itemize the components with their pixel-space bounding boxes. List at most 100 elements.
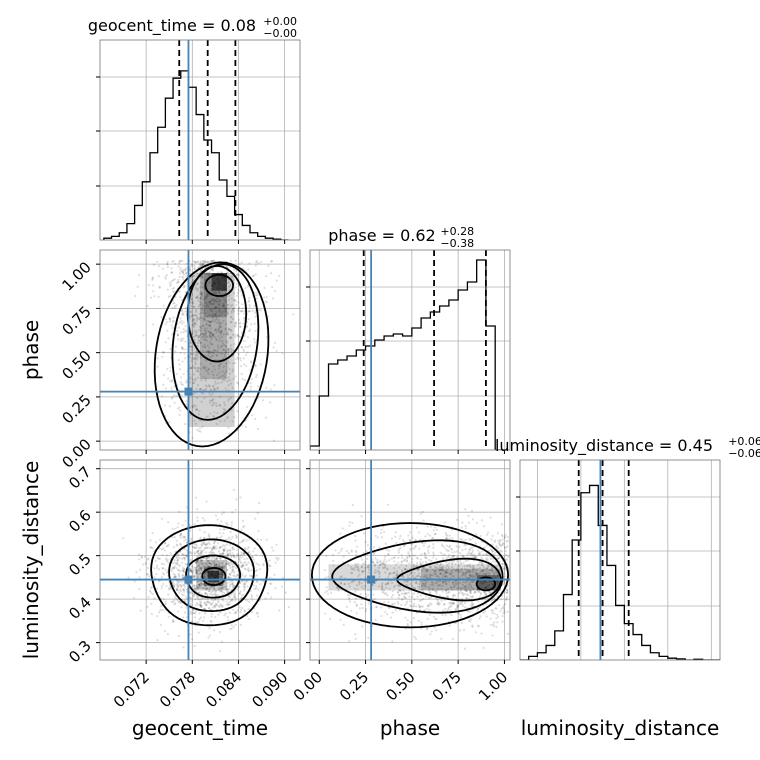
sample-point	[357, 580, 361, 584]
sample-point	[231, 303, 234, 307]
sample-point	[179, 543, 182, 546]
sample-point	[427, 576, 430, 580]
sample-point	[216, 321, 219, 324]
sample-point	[184, 310, 187, 313]
sample-point	[176, 280, 180, 284]
sample-point	[468, 548, 472, 551]
sample-point	[224, 322, 228, 326]
sample-point	[185, 402, 188, 406]
sample-point	[371, 584, 374, 587]
sample-point	[268, 564, 271, 568]
sample-point	[244, 425, 248, 428]
sample-point	[234, 322, 237, 325]
sample-point	[212, 401, 215, 405]
sample-point	[138, 558, 141, 561]
sample-point	[292, 313, 295, 316]
sample-point	[197, 583, 200, 586]
sample-point	[482, 581, 485, 585]
sample-point	[230, 521, 233, 524]
sample-point	[208, 323, 211, 327]
sample-point	[385, 548, 388, 551]
sample-point	[386, 553, 390, 556]
sample-point	[468, 552, 471, 556]
sample-point	[471, 595, 475, 598]
sample-point	[193, 644, 196, 648]
sample-point	[206, 344, 209, 347]
sample-point	[240, 346, 244, 349]
sample-point	[195, 333, 198, 337]
sample-point	[219, 584, 222, 587]
sample-point	[275, 556, 278, 560]
sample-point	[184, 268, 187, 271]
sample-point	[160, 548, 164, 551]
sample-point	[204, 260, 207, 264]
sample-point	[193, 274, 196, 277]
sample-point	[226, 588, 229, 591]
sample-point	[221, 562, 224, 565]
sample-point	[495, 607, 498, 610]
sample-point	[468, 570, 472, 573]
sample-point	[484, 586, 487, 589]
sample-point	[218, 290, 221, 293]
sample-point	[485, 570, 488, 573]
sample-point	[474, 591, 477, 594]
sample-point	[449, 576, 452, 580]
sample-point	[212, 582, 216, 585]
sample-point	[156, 614, 159, 618]
sample-point	[412, 565, 415, 568]
sample-point	[240, 572, 243, 575]
sample-point	[390, 596, 393, 599]
sample-point	[209, 592, 212, 595]
sample-point	[149, 586, 153, 590]
sample-point	[177, 522, 180, 525]
sample-point	[185, 555, 188, 558]
sample-point	[450, 548, 454, 551]
sample-point	[367, 636, 370, 639]
sample-point	[173, 290, 176, 293]
sample-point	[210, 343, 213, 346]
sample-point	[350, 609, 353, 612]
sample-point	[475, 573, 479, 576]
sample-point	[400, 598, 403, 601]
x-axis-label-geocent_time: geocent_time	[132, 716, 268, 740]
sample-point	[405, 564, 408, 567]
sample-point	[424, 584, 427, 587]
sample-point	[230, 311, 233, 314]
sample-point	[506, 590, 509, 593]
sample-point	[218, 308, 221, 311]
sample-point	[218, 300, 221, 303]
sample-point	[409, 549, 412, 552]
sample-point	[350, 572, 354, 575]
sample-point	[223, 353, 226, 356]
sample-point	[434, 526, 437, 529]
sample-point	[201, 541, 204, 544]
sample-point	[222, 407, 225, 410]
sample-point	[408, 531, 412, 534]
sample-point	[236, 573, 239, 576]
sample-point	[216, 271, 220, 274]
sample-point	[483, 591, 486, 594]
sample-point	[503, 611, 506, 614]
sample-point	[198, 618, 201, 621]
x-tick-label: 0.25	[336, 668, 372, 704]
sample-point	[206, 598, 209, 601]
sample-point	[494, 571, 497, 574]
sample-point	[197, 366, 200, 369]
sample-point	[197, 583, 200, 586]
sample-point	[421, 510, 424, 513]
sample-point	[198, 271, 201, 275]
sample-point	[231, 546, 234, 550]
sample-point	[231, 276, 234, 279]
sample-point	[176, 407, 180, 410]
sample-point	[435, 557, 438, 561]
sample-point	[182, 570, 185, 573]
sample-point	[196, 550, 199, 553]
sample-point	[197, 561, 200, 564]
sample-point	[503, 556, 506, 559]
sample-point	[239, 325, 242, 328]
sample-point	[456, 606, 459, 609]
sample-point	[176, 584, 179, 587]
sample-point	[439, 563, 442, 566]
sample-point	[486, 564, 490, 567]
sample-point	[416, 575, 419, 578]
